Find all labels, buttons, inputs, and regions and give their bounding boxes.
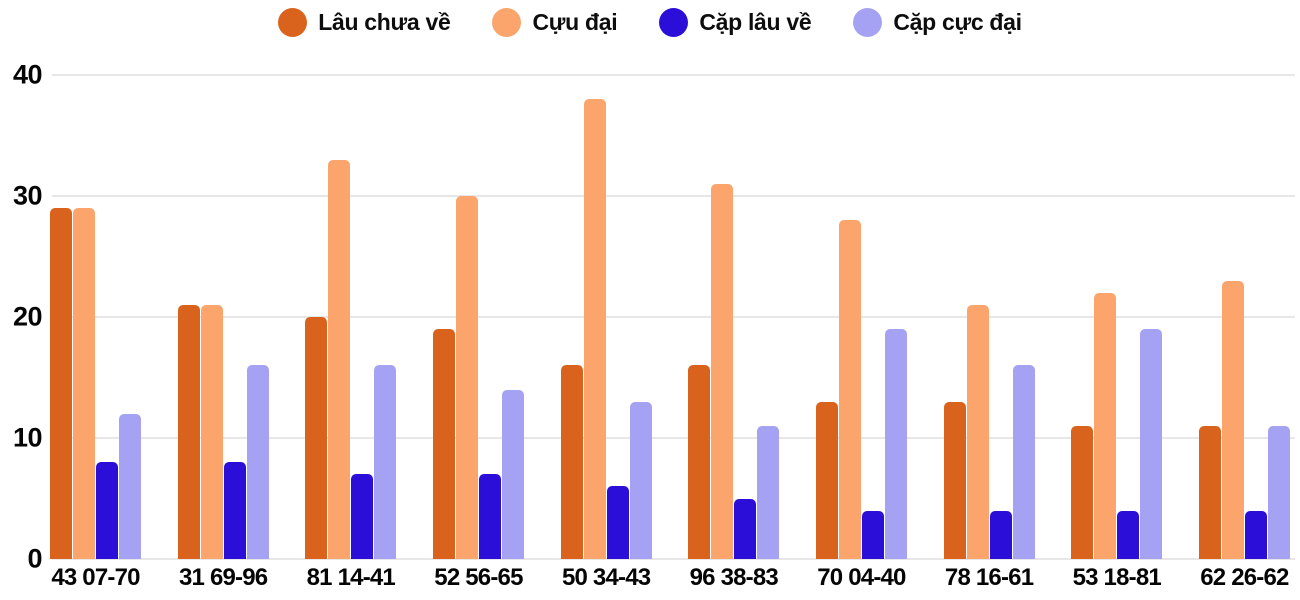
gridline — [52, 558, 1295, 560]
bar-series-0[interactable] — [432, 329, 455, 559]
legend-item[interactable]: Cặp lâu về — [659, 8, 812, 37]
bar-series-1[interactable] — [838, 220, 861, 559]
bar-series-0[interactable] — [815, 401, 838, 559]
bar-series-3[interactable] — [884, 329, 907, 559]
bar-series-1[interactable] — [1221, 280, 1244, 559]
legend-item[interactable]: Cặp cực đại — [853, 8, 1022, 37]
bar-series-1[interactable] — [73, 208, 95, 559]
y-axis-tick-label: 40 — [12, 59, 43, 90]
gridline — [52, 74, 1295, 76]
x-axis-label: 52 56-65 — [434, 564, 523, 591]
bar-group: 96 38-83 — [688, 75, 780, 590]
bar-series-2[interactable] — [989, 510, 1012, 559]
bar-series-1[interactable] — [711, 183, 734, 559]
y-axis-tick-label: 0 — [27, 543, 42, 574]
bar-group: 70 04-40 — [815, 75, 907, 590]
bar-series-1[interactable] — [1094, 292, 1117, 559]
x-axis-label: 96 38-83 — [689, 564, 779, 591]
x-axis-label: 62 26-62 — [1200, 564, 1289, 591]
y-axis-tick-label: 20 — [12, 301, 43, 332]
bar-series-2[interactable] — [1244, 510, 1267, 559]
x-axis-label: 31 69-96 — [178, 564, 268, 591]
legend-marker-icon — [659, 8, 689, 37]
y-axis: 0 10 20 30 40 — [0, 61, 43, 572]
plot-area: 43 07-70 31 69-96 81 14-41 52 56-65 50 34-43… — [50, 74, 1295, 590]
legend-marker-icon — [492, 8, 522, 37]
bar-series-0[interactable] — [177, 304, 200, 559]
bar-series-3[interactable] — [1267, 425, 1290, 559]
bar-series-1[interactable] — [966, 304, 989, 559]
bar-series-1[interactable] — [200, 304, 223, 559]
bar-series-3[interactable] — [629, 401, 652, 559]
bar-groups: 43 07-70 31 69-96 81 14-41 52 56-65 50 34-43… — [50, 75, 1290, 590]
bar-series-2[interactable] — [351, 474, 374, 559]
legend-item[interactable]: Lâu chưa về — [278, 8, 451, 37]
bar-series-3[interactable] — [757, 425, 780, 559]
x-axis-label: 78 16-61 — [944, 564, 1034, 591]
bar-series-1[interactable] — [455, 196, 478, 559]
bar-series-2[interactable] — [1117, 510, 1140, 559]
bar-series-1[interactable] — [583, 99, 606, 559]
bar-series-2[interactable] — [734, 498, 757, 559]
bar-group: 62 26-62 — [1198, 75, 1290, 590]
bar-series-0[interactable] — [305, 317, 328, 559]
bar-group: 52 56-65 — [432, 75, 524, 590]
gridline — [52, 195, 1295, 197]
bar-group: 81 14-41 — [305, 75, 397, 590]
bar-group: 43 07-70 — [50, 75, 141, 590]
bar-series-3[interactable] — [501, 389, 524, 559]
bar-series-3[interactable] — [1012, 365, 1035, 559]
legend-item-label: Lâu chưa về — [318, 9, 451, 35]
bar-series-0[interactable] — [1198, 425, 1221, 559]
x-axis-label: 53 18-81 — [1072, 564, 1162, 591]
gridline — [52, 437, 1295, 439]
x-axis-label: 81 14-41 — [306, 564, 396, 591]
bar-series-1[interactable] — [328, 159, 351, 559]
x-axis-label: 43 07-70 — [51, 564, 140, 591]
bar-group: 31 69-96 — [177, 75, 269, 590]
gridline — [52, 316, 1295, 318]
bar-series-0[interactable] — [560, 365, 583, 559]
bar-series-0[interactable] — [1071, 425, 1094, 559]
x-axis-label: 50 34-43 — [561, 564, 651, 591]
bar-series-3[interactable] — [1140, 329, 1163, 559]
legend-item[interactable]: Cựu đại — [492, 8, 618, 37]
legend: Lâu chưa về Cựu đại Cặp lâu về Cặp cực đại — [0, 8, 1300, 37]
bar-series-2[interactable] — [223, 462, 246, 559]
bar-series-0[interactable] — [688, 365, 711, 559]
bar-group: 53 18-81 — [1071, 75, 1163, 590]
bar-series-2[interactable] — [861, 510, 884, 559]
bar-series-0[interactable] — [943, 401, 966, 559]
bar-series-3[interactable] — [246, 365, 269, 559]
legend-marker-icon — [278, 8, 308, 37]
bar-group: 78 16-61 — [943, 75, 1035, 590]
x-axis-label: 70 04-40 — [817, 564, 906, 591]
y-axis-tick-label: 30 — [12, 180, 43, 211]
legend-marker-icon — [853, 8, 883, 37]
bar-group: 50 34-43 — [560, 75, 652, 590]
bar-series-2[interactable] — [478, 474, 501, 559]
legend-item-label: Cặp lâu về — [699, 9, 812, 35]
legend-item-label: Cựu đại — [532, 9, 618, 35]
bar-series-3[interactable] — [119, 413, 141, 559]
bar-series-2[interactable] — [606, 486, 629, 559]
legend-item-label: Cặp cực đại — [893, 9, 1022, 35]
bar-series-2[interactable] — [96, 462, 118, 559]
y-axis-tick-label: 10 — [12, 422, 43, 453]
bar-series-0[interactable] — [50, 208, 72, 559]
bar-series-3[interactable] — [374, 365, 397, 559]
